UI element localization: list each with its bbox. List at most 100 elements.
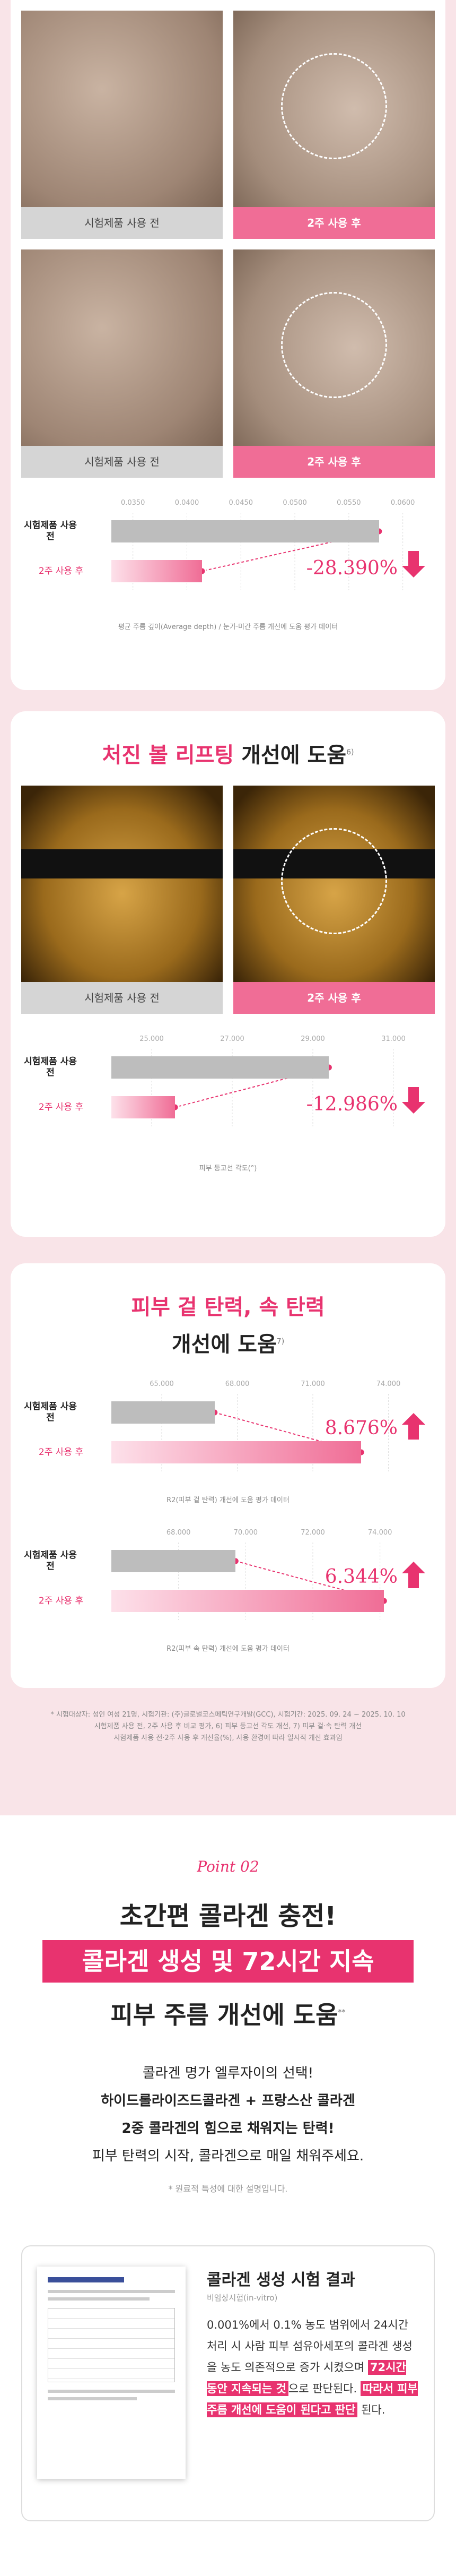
bar [111, 1401, 215, 1424]
chart-note: R2(피부 겉 탄력) 개선에 도움 평가 데이터 [166, 1496, 290, 1504]
x-tick-label: 74.000 [376, 1380, 401, 1388]
photo-before [21, 11, 223, 207]
photo-label: 시험제품 사용 전 [21, 207, 223, 239]
text: 0.001%에서 0.1% 농도 범위에서 24시간 처리 시 사람 피부 섬유… [207, 2319, 413, 2374]
photo-before [21, 249, 223, 446]
photo-label: 시험제품 사용 전 [21, 982, 223, 1014]
change-arrow [402, 551, 425, 578]
photo-label: 2주 사용 후 [233, 207, 435, 239]
x-tick-label: 0.0450 [229, 499, 253, 507]
card [11, 1263, 445, 1688]
change-arrow [402, 1562, 425, 1588]
change-label: -28.390% [306, 557, 398, 579]
photo-after [233, 11, 435, 207]
point-footnote: * 원료적 특성에 대한 설명입니다. [168, 2184, 288, 2194]
chart: 25.000 27.000 29.000 31.000 시험제품 사용 전 2주 사용 후… [21, 1035, 435, 1141]
x-tick-label: 0.0350 [120, 499, 145, 507]
text: 된다. [357, 2403, 385, 2416]
title-text: 피부 주름 개선에 도움 [110, 2001, 338, 2029]
x-tick-label: 0.0400 [174, 499, 199, 507]
result-title: 콜라겐 생성 시험 결과 [207, 2271, 355, 2289]
title-text: 개선에 도움 [171, 1332, 277, 1357]
photo-label: 2주 사용 후 [233, 982, 435, 1014]
title-text: 개선에 도움 [234, 743, 347, 768]
x-tick-label: 27.000 [220, 1035, 244, 1043]
result-box [21, 2245, 435, 2521]
x-tick-label: 31.000 [381, 1035, 406, 1043]
x-tick-label: 68.000 [166, 1529, 191, 1537]
chart-overlay [151, 1049, 425, 1126]
footnote: * 시험대상자: 성인 여성 21명, 시험기관: (주)글로벌코스메틱연구개발… [50, 1711, 406, 1719]
body-line: 피부 탄력의 시작, 콜라겐으로 매일 채워주세요. [92, 2148, 364, 2164]
bar [111, 1056, 329, 1079]
point-title-highlight: 콜라겐 생성 및 72시간 지속 [42, 1940, 414, 1983]
photo-after [233, 249, 435, 446]
result-subtitle: 비임상시험(in-vitro) [207, 2293, 278, 2303]
body-line: 하이드롤라이즈드콜라겐 + 프랑스산 콜라겐 [101, 2093, 355, 2109]
category-label: 시험제품 사용 전 [24, 520, 77, 542]
section-title: 처진 볼 리프팅 개선에 도움6) [0, 738, 456, 769]
photo-after [233, 786, 435, 982]
x-tick-label: 68.000 [225, 1380, 250, 1388]
body-line: 콜라겐 명가 엘루자이의 선택! [142, 2065, 314, 2081]
chart: 65.000 68.000 71.000 74.000 시험제품 사용 전 2주 사용 후… [21, 1380, 435, 1486]
chart-note: 평균 주름 깊이(Average depth) / 눈가·미간 주름 개선에 도… [118, 623, 338, 631]
section-title: 피부 겉 탄력, 속 탄력 [0, 1290, 456, 1321]
footnote: 시험제품 사용 전·2주 사용 후 개선율(%), 사용 환경에 따라 일시적 … [113, 1734, 343, 1742]
x-tick-label: 65.000 [150, 1380, 174, 1388]
category-label: 2주 사용 후 [38, 565, 84, 576]
chart: 68.000 70.000 72.000 74.000 시험제품 사용 전 2주 사용 후… [21, 1529, 435, 1635]
category-label: 2주 사용 후 [38, 1595, 84, 1606]
change-arrow [402, 1087, 425, 1114]
x-tick-label: 0.0500 [283, 499, 307, 507]
chart-overlay [133, 513, 425, 590]
connector [235, 1561, 384, 1601]
change-arrow [402, 1413, 425, 1440]
result-paragraph: 0.001%에서 0.1% 농도 범위에서 24시간 처리 시 사람 피부 섬유… [207, 2314, 419, 2420]
category-label: 시험제품 사용 전 [24, 1401, 77, 1423]
x-tick-label: 0.0550 [337, 499, 361, 507]
text: 으로 판단된다. [288, 2382, 361, 2395]
category-label: 2주 사용 후 [38, 1446, 84, 1458]
bar [111, 1441, 362, 1463]
bar [111, 520, 379, 542]
bar [111, 1590, 384, 1612]
bar [111, 1550, 236, 1572]
footnote: 시험제품 사용 전, 2주 사용 후 비교 평가, 6) 피부 등고선 각도 개… [94, 1722, 362, 1730]
title-note: ** [338, 2008, 346, 2017]
change-label: -12.986% [306, 1093, 398, 1115]
title-note: 6) [346, 748, 354, 757]
x-tick-label: 0.0600 [390, 499, 415, 507]
chart-note: 피부 등고선 각도(°) [199, 1165, 257, 1173]
point-label: Point 02 [197, 1858, 259, 1875]
photo-before [21, 786, 223, 982]
change-label: 8.676% [325, 1417, 398, 1439]
footnotes: * 시험대상자: 성인 여성 21명, 시험기관: (주)글로벌코스메틱연구개발… [21, 1709, 435, 1744]
x-tick-label: 71.000 [301, 1380, 325, 1388]
x-tick-label: 74.000 [367, 1529, 392, 1537]
point-title: 피부 주름 개선에 도움** [0, 1996, 456, 2031]
document-thumbnail [37, 2267, 186, 2479]
change-label: 6.344% [325, 1566, 398, 1588]
category-label: 2주 사용 후 [38, 1101, 84, 1113]
x-tick-label: 72.000 [301, 1529, 325, 1537]
chart: 0.0350 0.0400 0.0450 0.0500 0.0550 0.0600 시험제품… [21, 499, 435, 605]
category-label: 시험제품 사용 전 [24, 1550, 77, 1572]
point-body: 콜라겐 명가 엘루자이의 선택! 하이드롤라이즈드콜라겐 + 프랑스산 콜라겐 … [0, 2060, 456, 2170]
title-highlight: 처진 볼 리프팅 [102, 743, 234, 768]
x-tick-label: 29.000 [301, 1035, 325, 1043]
title-highlight: 피부 겉 탄력, 속 탄력 [131, 1295, 325, 1320]
body-line: 2중 콜라겐의 힘으로 채워지는 탄력! [121, 2121, 335, 2136]
photo-label: 2주 사용 후 [233, 446, 435, 478]
x-tick-label: 25.000 [139, 1035, 164, 1043]
bar [111, 1096, 176, 1118]
bar [111, 560, 202, 582]
section-title: 개선에 도움7) [0, 1327, 456, 1358]
point-title: 초간편 콜라겐 충전! [119, 1901, 337, 1931]
category-label: 시험제품 사용 전 [24, 1056, 77, 1078]
x-tick-label: 70.000 [233, 1529, 258, 1537]
chart-note: R2(피부 속 탄력) 개선에 도움 평가 데이터 [166, 1645, 290, 1653]
title-note: 7) [276, 1337, 285, 1346]
photo-label: 시험제품 사용 전 [21, 446, 223, 478]
